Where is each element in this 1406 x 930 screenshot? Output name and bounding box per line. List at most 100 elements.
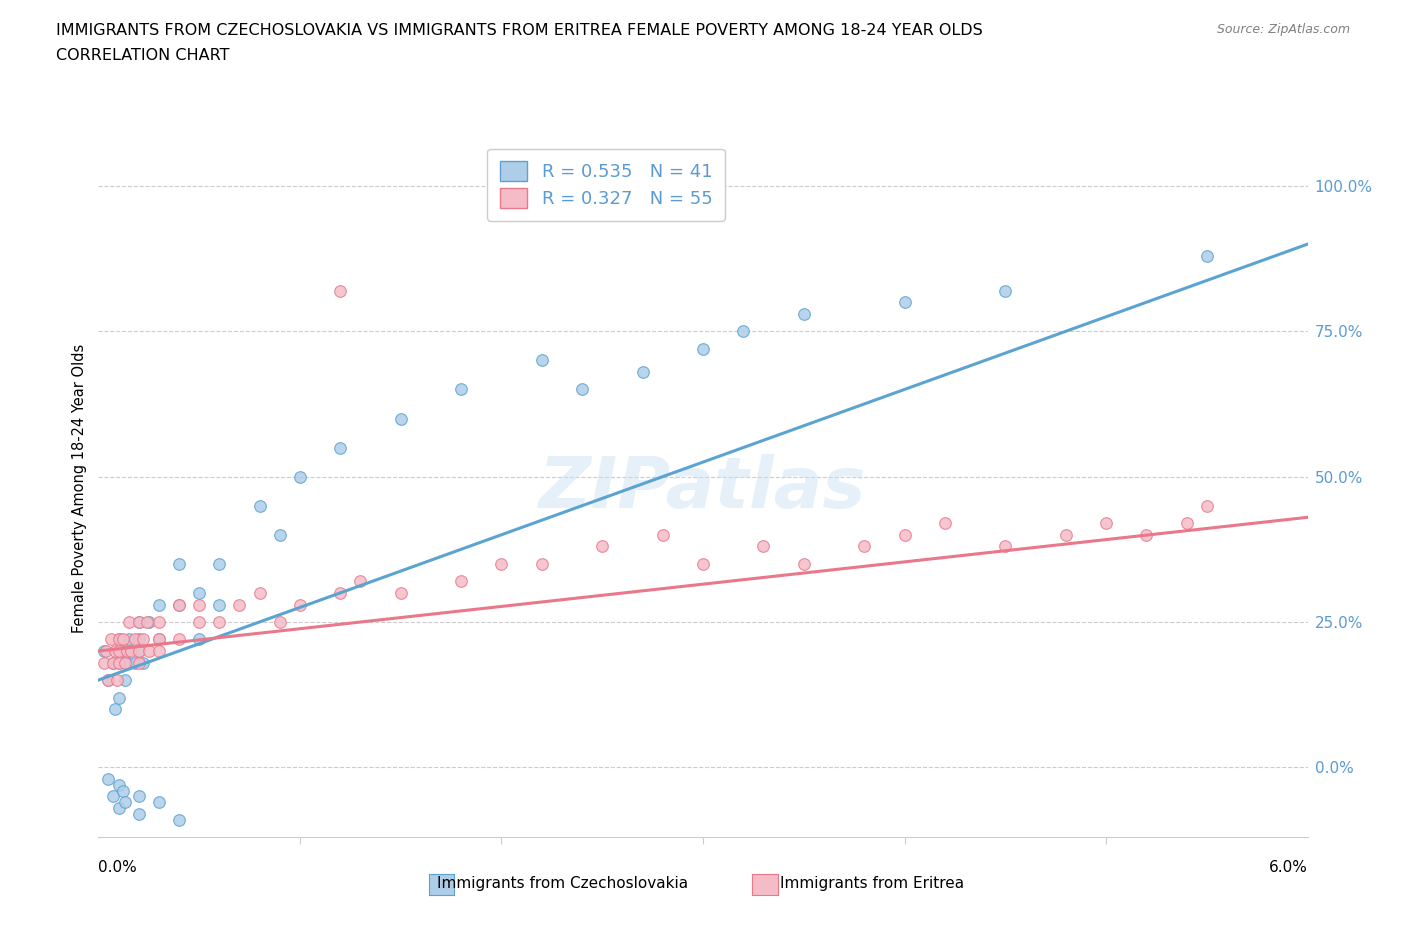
Point [893, 527, 915, 542]
Point [994, 284, 1017, 299]
Text: Immigrants from Czechoslovakia: Immigrants from Czechoslovakia [437, 876, 688, 891]
Point [107, 656, 129, 671]
Point [269, 615, 291, 630]
Point [651, 527, 673, 542]
Point [450, 574, 472, 589]
Point [1175, 516, 1198, 531]
Text: Immigrants from Eritrea: Immigrants from Eritrea [780, 876, 963, 891]
Point [269, 527, 291, 542]
Point [208, 597, 231, 612]
Point [692, 341, 714, 356]
Point [228, 597, 250, 612]
Point [96, 644, 118, 658]
Point [138, 644, 160, 658]
Point [93, 644, 115, 658]
Point [591, 539, 613, 554]
Point [128, 806, 150, 821]
Point [994, 539, 1017, 554]
Point [288, 470, 311, 485]
Point [329, 586, 352, 601]
Point [111, 783, 134, 798]
Point [118, 644, 141, 658]
Point [103, 702, 125, 717]
Point [105, 672, 128, 687]
Point [934, 516, 956, 531]
Point [115, 644, 138, 658]
Point [97, 672, 120, 687]
Point [208, 615, 231, 630]
Point [491, 556, 513, 571]
Point [1095, 516, 1118, 531]
Point [530, 353, 553, 368]
Point [148, 615, 170, 630]
Text: 0.0%: 0.0% [98, 860, 138, 875]
Point [167, 632, 190, 647]
Point [1195, 498, 1218, 513]
Point [752, 539, 775, 554]
Point [118, 632, 141, 647]
Point [107, 656, 129, 671]
Point [120, 644, 142, 658]
Point [329, 284, 352, 299]
Point [692, 556, 714, 571]
Point [148, 644, 170, 658]
Point [118, 615, 141, 630]
Point [853, 539, 876, 554]
Point [128, 632, 150, 647]
Y-axis label: Female Poverty Among 18-24 Year Olds: Female Poverty Among 18-24 Year Olds [72, 343, 87, 633]
Point [132, 632, 155, 647]
Point [100, 632, 122, 647]
Point [103, 644, 125, 658]
Point [148, 794, 170, 809]
Text: 6.0%: 6.0% [1268, 860, 1308, 875]
Point [114, 656, 136, 671]
Point [450, 382, 472, 397]
Point [124, 632, 146, 647]
Point [128, 656, 150, 671]
Point [1135, 527, 1157, 542]
Point [249, 498, 271, 513]
Point [188, 632, 211, 647]
Point [389, 411, 412, 426]
Point [107, 801, 129, 816]
Point [138, 615, 160, 630]
Point [148, 632, 170, 647]
Point [135, 615, 157, 630]
Point [249, 586, 271, 601]
Point [389, 586, 412, 601]
Point [107, 777, 129, 792]
Point [111, 644, 134, 658]
Point [101, 789, 124, 804]
Point [128, 615, 150, 630]
Text: Source: ZipAtlas.com: Source: ZipAtlas.com [1216, 23, 1350, 36]
Point [107, 644, 129, 658]
Point [93, 656, 115, 671]
Point [349, 574, 371, 589]
Text: ZIPatlas: ZIPatlas [540, 454, 866, 523]
Point [124, 656, 146, 671]
Point [1054, 527, 1077, 542]
Point [148, 632, 170, 647]
Point [631, 365, 654, 379]
Point [167, 812, 190, 827]
Point [114, 794, 136, 809]
Point [530, 556, 553, 571]
Point [288, 597, 311, 612]
Point [167, 597, 190, 612]
Point [793, 556, 815, 571]
Point [329, 440, 352, 455]
Point [132, 656, 155, 671]
Point [188, 586, 211, 601]
Point [793, 307, 815, 322]
Point [101, 656, 124, 671]
Point [571, 382, 593, 397]
Point [128, 644, 150, 658]
Point [733, 324, 755, 339]
Point [107, 632, 129, 647]
Legend: R = 0.535   N = 41, R = 0.327   N = 55: R = 0.535 N = 41, R = 0.327 N = 55 [488, 149, 725, 220]
Point [128, 644, 150, 658]
Point [167, 597, 190, 612]
Point [208, 556, 231, 571]
Point [128, 789, 150, 804]
Text: IMMIGRANTS FROM CZECHOSLOVAKIA VS IMMIGRANTS FROM ERITREA FEMALE POVERTY AMONG 1: IMMIGRANTS FROM CZECHOSLOVAKIA VS IMMIGR… [56, 23, 983, 38]
